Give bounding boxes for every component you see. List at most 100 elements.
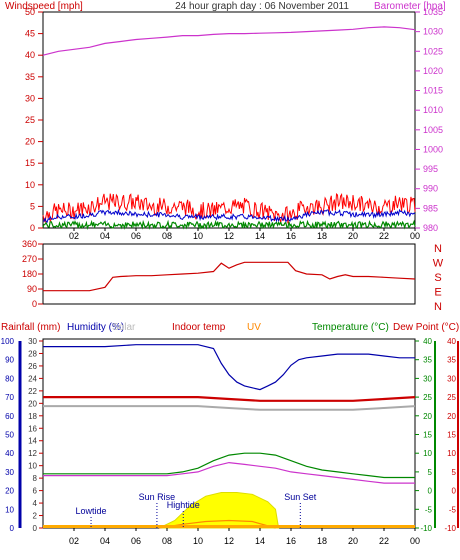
x-tick-label: 08 [162,536,172,546]
humidity-tick-label: 60 [5,412,14,421]
x-tick-label: 18 [317,231,327,241]
windspeed-tick-label: 5 [30,201,35,211]
rainfall-axis-label: Rainfall (mm) [1,322,60,333]
x-tick-label: 08 [162,231,172,241]
dewpoint-tick-label: 0 [452,487,457,496]
indoor-temp-label: Indoor temp [172,322,226,333]
solar-axis-label: Solar [112,322,136,333]
rain-tick-label: 16 [28,424,37,433]
temp-tick-label: 10 [423,449,432,458]
temperature-series [43,452,415,479]
dewpoint-tick-label: 10 [447,449,456,458]
panel-temp-humidity: Rainfall (mm) Humidity (%) Solar Indoor … [1,322,460,546]
dewpoint-tick-label: 25 [447,393,456,402]
humidity-tick-label: 70 [5,393,14,402]
direction-tick-label: 360 [22,239,37,249]
rain-tick-label: 30 [28,337,37,346]
wind-average-series [42,208,416,223]
temp-tick-label: 20 [423,412,432,421]
temp-tick-label: 5 [428,468,433,477]
x-tick-label: 20 [348,231,358,241]
dewpoint-tick-label: 30 [447,374,456,383]
humidity-series [43,344,415,391]
x-tick-label: 10 [193,536,203,546]
dewpoint-tick-label: 20 [447,412,456,421]
x-tick-label: 00 [410,231,420,241]
temp-tick-label: 30 [423,374,432,383]
barometer-tick-label: 1020 [423,66,443,76]
windspeed-tick-label: 35 [25,72,35,82]
dewpoint-series [43,461,415,484]
temperature-axis-label: Temperature (°C) [312,322,389,333]
windspeed-tick-label: 50 [25,7,35,17]
solar-area [159,492,280,529]
uv-series [159,519,276,529]
compass-label: E [434,287,441,299]
x-tick-label: 12 [224,536,234,546]
annotation-label: Sun Set [284,492,317,502]
compass-label: N [434,301,442,313]
dewpoint-tick-label: -5 [449,505,457,514]
barometer-axis-label: Barometer [hpa] [374,1,446,12]
temp-tick-label: -10 [420,524,432,533]
x-tick-label: 12 [224,231,234,241]
rain-tick-label: 10 [28,462,37,471]
direction-tick-label: 270 [22,254,37,264]
annotation-label: Lowtide [76,506,107,516]
windspeed-tick-label: 30 [25,93,35,103]
wind-gust-series [42,193,416,224]
x-tick-label: 02 [69,231,79,241]
x-tick-label: 06 [131,536,141,546]
barometer-tick-label: 990 [423,184,438,194]
temp-tick-label: -5 [425,505,433,514]
rain-tick-label: 4 [33,499,38,508]
barometer-tick-label: 1010 [423,105,443,115]
temp-tick-label: 35 [423,356,432,365]
windspeed-tick-label: 0 [30,223,35,233]
x-tick-label: 04 [100,536,110,546]
panel2-frame [42,243,416,305]
humidity-tick-label: 20 [5,487,14,496]
compass-label: W [433,258,444,270]
rain-tick-label: 8 [33,474,38,483]
dewpoint-tick-label: -10 [444,524,456,533]
x-tick-label: 20 [348,536,358,546]
barometer-tick-label: 980 [423,223,438,233]
barometer-tick-label: 1000 [423,144,443,154]
barometer-tick-label: 1025 [423,46,443,56]
uv-label: UV [247,322,261,333]
windspeed-tick-label: 20 [25,137,35,147]
panel-wind-barometer: Windspeed [mph] 24 hour graph day : 06 N… [5,1,446,241]
barometer-tick-label: 995 [423,164,438,174]
rain-tick-label: 6 [33,487,38,496]
x-tick-label: 00 [410,536,420,546]
x-tick-label: 14 [255,231,265,241]
rain-tick-label: 2 [33,512,38,521]
rain-tick-label: 12 [28,449,37,458]
rain-tick-label: 0 [33,524,38,533]
humidity-tick-label: 10 [5,505,14,514]
barometer-tick-label: 1005 [423,125,443,135]
humidity-tick-label: 0 [10,524,15,533]
annotation-label: Sun Rise [139,492,176,502]
temp-tick-label: 40 [423,337,432,346]
rain-tick-label: 26 [28,362,37,371]
humidity-tick-label: 90 [5,356,14,365]
barometer-series [42,26,416,56]
x-tick-label: 04 [100,231,110,241]
humidity-axis-label: Humidity (%) [67,322,124,333]
compass-label: S [434,272,441,284]
direction-tick-label: 180 [22,269,37,279]
dewpoint-axis-label: Dew Point (°C) [393,322,459,333]
windspeed-tick-label: 10 [25,180,35,190]
direction-tick-label: 0 [32,299,37,309]
secondary-gray-series [43,405,416,411]
wind-green-series [42,219,416,231]
rain-tick-label: 22 [28,387,37,396]
temp-tick-label: 25 [423,393,432,402]
wind-direction-series [43,261,416,292]
x-tick-label: 14 [255,536,265,546]
humidity-tick-label: 80 [5,374,14,383]
